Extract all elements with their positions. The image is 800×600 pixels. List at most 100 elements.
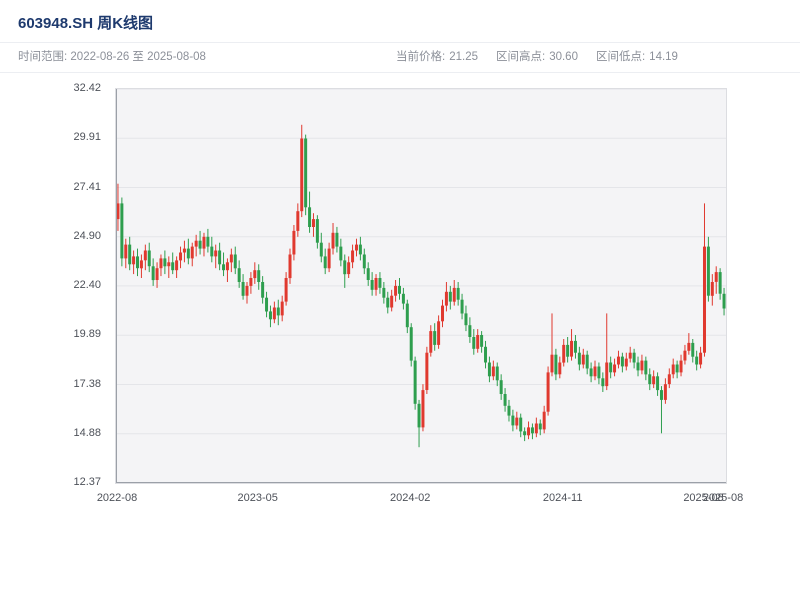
candle-body <box>464 313 468 326</box>
candle-body <box>139 260 143 269</box>
candle-body <box>421 390 425 428</box>
plot-area <box>115 88 727 484</box>
x-tick-label: 2024-11 <box>542 492 583 504</box>
candle-body <box>351 250 355 263</box>
page-title: 603948.SH 周K线图 <box>18 15 154 32</box>
time-range: 时间范围: 2022-08-26 至 2025-08-08 <box>18 43 206 72</box>
candle-body <box>284 278 288 302</box>
range-high-label: 区间高点: <box>495 51 546 63</box>
candle-body <box>288 254 292 279</box>
candle-body <box>695 356 699 365</box>
candle-body <box>401 293 405 304</box>
candle-body <box>546 372 550 412</box>
candle-body <box>699 352 703 365</box>
candle-body <box>167 262 171 267</box>
candle-body <box>323 256 327 269</box>
candle-body <box>409 327 413 361</box>
time-range-value: 2022-08-26 至 2025-08-08 <box>70 51 206 63</box>
candle-body <box>241 282 245 296</box>
candle-body <box>710 282 714 296</box>
candle-body <box>534 423 538 434</box>
candle-body <box>538 423 542 430</box>
candlestick-chart: 12.37 14.88 17.38 19.89 22.40 24.90 27.41 29.91… <box>0 73 800 600</box>
candle-body <box>480 335 484 347</box>
candle-body <box>206 236 210 247</box>
candle-body <box>354 244 358 251</box>
candle-body <box>136 256 140 269</box>
candle-body <box>491 366 495 377</box>
header: 603948.SH 周K线图 <box>0 0 800 43</box>
candle-body <box>202 236 206 249</box>
candle-body <box>116 203 120 220</box>
candle-body <box>558 362 562 375</box>
candle-body <box>554 354 558 375</box>
y-tick-label: 22.40 <box>73 278 101 291</box>
candle-body <box>542 411 546 430</box>
candle-body <box>120 203 124 259</box>
candle-body <box>441 305 445 322</box>
candle-body <box>562 344 566 363</box>
candle-body <box>155 268 159 280</box>
candle-body <box>229 254 233 263</box>
candle-body <box>143 250 147 261</box>
candle-body <box>311 219 315 227</box>
candle-body <box>237 268 241 282</box>
candle-body <box>186 248 190 259</box>
candle-body <box>128 244 132 265</box>
candle-body <box>616 356 620 365</box>
candle-body <box>605 362 609 387</box>
candle-body <box>683 350 687 361</box>
candle-body <box>691 342 695 357</box>
candle-body <box>499 380 503 394</box>
candle-body <box>194 240 198 247</box>
candle-body <box>527 427 531 436</box>
candle-body <box>460 299 464 314</box>
info-bar: 时间范围: 2022-08-26 至 2025-08-08 当前价格: 21.25… <box>0 43 800 73</box>
candle-body <box>374 278 378 290</box>
candle-body <box>218 250 222 265</box>
candle-body <box>433 331 437 345</box>
candle-body <box>190 246 194 259</box>
candle-body <box>472 337 476 349</box>
candle-body <box>249 278 253 286</box>
candle-body <box>429 331 433 353</box>
candle-body <box>163 258 167 267</box>
candle-body <box>225 262 229 271</box>
y-tick-label: 27.41 <box>73 180 101 193</box>
candle-body <box>722 293 726 309</box>
candle-body <box>233 254 237 269</box>
candle-body <box>679 360 683 373</box>
x-tick-label: 2025-08 <box>702 492 744 504</box>
candle-body <box>644 360 648 375</box>
candle-body <box>386 297 390 308</box>
candle-body <box>601 378 605 387</box>
current-price-label: 当前价格: <box>396 51 446 63</box>
x-tick-label: 2025-08 <box>683 492 724 504</box>
candle-body <box>124 244 128 259</box>
candle-body <box>456 287 460 300</box>
candle-body <box>132 256 136 265</box>
candle-body <box>593 366 597 377</box>
y-tick-label: 32.42 <box>73 82 101 94</box>
candle-body <box>210 246 214 257</box>
candle-body <box>632 352 636 363</box>
candle-body <box>366 268 370 280</box>
candlestick-svg <box>116 89 726 483</box>
candle-body <box>397 285 401 294</box>
candle-body <box>702 246 706 353</box>
candle-body <box>577 352 581 365</box>
candle-body <box>159 258 163 269</box>
candle-body <box>382 287 386 298</box>
x-tick-label: 2023-05 <box>237 492 278 504</box>
candle-body <box>308 207 312 227</box>
candle-body <box>636 362 640 371</box>
candle-body <box>315 219 319 243</box>
candle-body <box>417 403 421 428</box>
candle-body <box>671 364 675 375</box>
candle-body <box>468 325 472 337</box>
y-tick-label: 19.89 <box>73 328 101 341</box>
candle-body <box>268 311 272 320</box>
price-stats: 当前价格: 21.25 区间高点: 30.60 区间低点: 14.19 <box>396 43 678 72</box>
candle-body <box>628 352 632 359</box>
candle-body <box>151 266 155 281</box>
